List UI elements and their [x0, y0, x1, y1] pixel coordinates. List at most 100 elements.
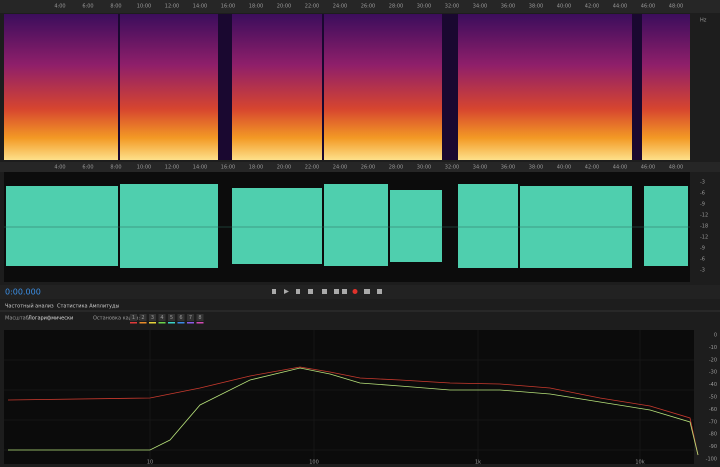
ruler-label: 40:00	[557, 165, 571, 171]
ruler-label: 20:00	[277, 165, 291, 171]
db-label: -6	[700, 257, 705, 263]
frame-button[interactable]	[196, 314, 204, 321]
ruler-label: 24:00	[333, 165, 347, 171]
ruler-label: 10:00	[137, 4, 151, 10]
frame-label[interactable]: 5	[170, 315, 173, 321]
frame-button[interactable]	[130, 314, 137, 321]
ruler-label: 4:00	[54, 165, 65, 171]
y-axis-label: -100	[706, 457, 717, 463]
y-axis-label: -50	[709, 395, 717, 401]
frame-button[interactable]	[149, 314, 156, 321]
ruler-label: 28:00	[389, 165, 403, 171]
ruler-label: 10:00	[137, 165, 151, 171]
ruler-label: 48:00	[669, 165, 683, 171]
frame-color	[187, 322, 194, 324]
db-label: -3	[700, 180, 705, 186]
spectrogram	[4, 14, 690, 160]
y-axis-label: 0	[714, 333, 717, 339]
db-label: -9	[700, 202, 705, 208]
freeze-label: Остановка кадра:	[93, 316, 140, 322]
frame-color	[139, 322, 147, 324]
scale-value[interactable]: Логарифмически	[28, 316, 73, 322]
ruler-label: 44:00	[613, 4, 627, 10]
ruler-label: 42:00	[585, 165, 599, 171]
frame-button[interactable]	[158, 314, 166, 321]
ruler-label: 14:00	[193, 4, 207, 10]
db-label: -9	[700, 246, 705, 252]
ruler-label: 16:00	[221, 4, 235, 10]
y-axis-label: -60	[709, 407, 717, 413]
frame-label[interactable]: 6	[179, 315, 182, 321]
spectrogram-unit: Hz	[700, 18, 707, 24]
ruler-label: 36:00	[501, 165, 515, 171]
ruler-label: 36:00	[501, 4, 515, 10]
frame-button[interactable]	[177, 314, 185, 321]
y-axis-label: -70	[709, 419, 717, 425]
ruler-label: 44:00	[613, 165, 627, 171]
waveform	[6, 184, 688, 268]
ruler-label: 42:00	[585, 4, 599, 10]
frame-label[interactable]: 2	[141, 315, 144, 321]
ruler-label: 8:00	[110, 4, 121, 10]
ruler-label: 32:00	[445, 4, 459, 10]
frame-label[interactable]: 8	[198, 315, 201, 321]
ruler-label: 46:00	[641, 165, 655, 171]
frame-label[interactable]: 4	[160, 315, 163, 321]
ruler-label: 12:00	[165, 4, 179, 10]
ruler-label: 30:00	[417, 4, 431, 10]
frame-label[interactable]: 3	[151, 315, 154, 321]
ruler-label: 38:00	[529, 4, 543, 10]
transport-buttons[interactable]	[272, 289, 382, 294]
ruler-label: 12:00	[165, 165, 179, 171]
ruler-label: 28:00	[389, 4, 403, 10]
ruler-label: 46:00	[641, 4, 655, 10]
frame-label[interactable]: 7	[189, 315, 192, 321]
ruler-label: 16:00	[221, 165, 235, 171]
x-axis-label: 10k	[635, 460, 644, 466]
db-label: -12	[700, 213, 708, 219]
ruler-label: 4:00	[54, 4, 65, 10]
frame-button[interactable]	[168, 314, 175, 321]
ruler-label: 22:00	[305, 4, 319, 10]
ruler-label: 18:00	[249, 4, 263, 10]
y-axis-label: -40	[709, 382, 717, 388]
x-axis-label: 100	[309, 460, 319, 466]
frame-button[interactable]	[187, 314, 194, 321]
ruler-label: 38:00	[529, 165, 543, 171]
y-axis-label: -20	[709, 357, 717, 363]
frame-color	[177, 322, 185, 324]
x-axis-label: 10	[147, 460, 153, 466]
y-axis-label: -80	[709, 432, 717, 438]
tab[interactable]: Статистика Амплитуды	[57, 304, 119, 310]
spectrum-green	[8, 367, 699, 456]
frame-color	[196, 322, 204, 324]
frame-color	[149, 322, 156, 324]
waveform-ruler	[0, 162, 720, 172]
frame-color	[168, 322, 175, 324]
ruler-label: 32:00	[445, 165, 459, 171]
ruler-label: 34:00	[473, 165, 487, 171]
tab[interactable]: Частотный анализ	[5, 303, 54, 310]
graph-grid	[4, 330, 694, 462]
timecode: 0:00.000	[5, 288, 41, 297]
ruler-label: 40:00	[557, 4, 571, 10]
db-label: -3	[700, 268, 705, 274]
frame-label[interactable]: 1	[132, 315, 135, 321]
spectrogram-scale	[692, 14, 720, 160]
ruler-label: 34:00	[473, 4, 487, 10]
transport-bar	[0, 285, 720, 299]
frame-color	[158, 322, 166, 324]
ruler-label: 24:00	[333, 4, 347, 10]
db-label: -6	[700, 191, 705, 197]
ruler-label: 30:00	[417, 165, 431, 171]
ruler-label: 18:00	[249, 165, 263, 171]
ruler-label: 14:00	[193, 165, 207, 171]
db-label: -12	[700, 235, 708, 241]
ruler-label: 26:00	[361, 165, 375, 171]
frame-button[interactable]	[139, 314, 147, 321]
ruler-label: 48:00	[669, 4, 683, 10]
ruler-label: 8:00	[110, 165, 121, 171]
ruler-label: 22:00	[305, 165, 319, 171]
top-ruler	[0, 0, 720, 13]
